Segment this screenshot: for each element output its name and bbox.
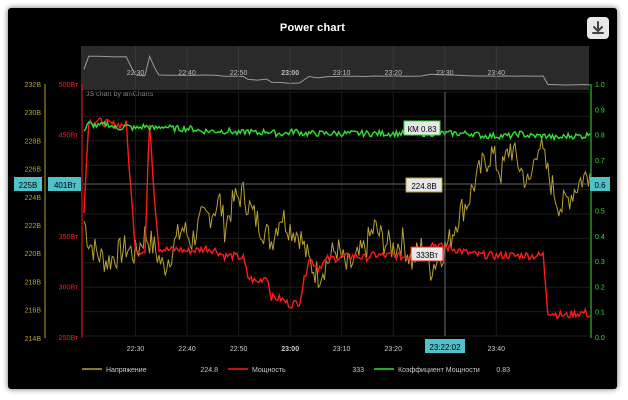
legend-label-power: Мощность bbox=[252, 367, 286, 374]
series-line-power bbox=[83, 117, 591, 320]
legend-label-voltage: Напряжение bbox=[106, 367, 147, 374]
download-button[interactable] bbox=[587, 17, 609, 39]
power-tick-label: 350Вт bbox=[59, 234, 79, 241]
x-tick-label: 23:10 bbox=[333, 346, 351, 353]
voltage-tick-label: 216В bbox=[25, 308, 42, 315]
cursor-label-power: 401Вт bbox=[54, 181, 76, 190]
preview-tick-label: 22:50 bbox=[230, 70, 248, 77]
power-tick-label: 500Вт bbox=[59, 82, 79, 89]
preview-tick-label: 22:30 bbox=[127, 70, 145, 77]
chart-container: Power chart 22:30 22:40 22:50 23:00 23:10 23:… bbox=[8, 8, 617, 389]
voltage-tick-label: 228В bbox=[25, 138, 42, 145]
voltage-tick-label: 230В bbox=[25, 110, 42, 117]
x-tick-label: 23:00 bbox=[281, 346, 299, 353]
cursor-label-voltage: 225В bbox=[19, 181, 38, 190]
legend-label-pf: Коэффициент Мощности bbox=[398, 367, 480, 374]
voltage-tick-label: 214В bbox=[25, 336, 42, 343]
chart-svg[interactable]: 22:30 22:40 22:50 23:00 23:10 23:20 23:30 23:40… bbox=[8, 8, 617, 389]
pf-tick-label: 0.0 bbox=[595, 335, 605, 342]
pf-tick-label: 0.3 bbox=[595, 259, 605, 266]
voltage-tick-label: 218В bbox=[25, 279, 42, 286]
legend-value-pf: 0.83 bbox=[496, 367, 510, 374]
pf-tick-label: 0.8 bbox=[595, 133, 605, 140]
series-line-pf bbox=[83, 120, 591, 142]
legend-value-power: 333 bbox=[352, 367, 364, 374]
chart-title: Power chart bbox=[279, 22, 346, 34]
tooltip-power-bg bbox=[410, 246, 444, 262]
scrollbar-preview[interactable]: 22:30 22:40 22:50 23:00 23:10 23:20 23:30 23:40 bbox=[81, 46, 591, 90]
x-tick-label: 23:20 bbox=[384, 346, 402, 353]
amcharts-credit[interactable]: JS chart by amCharts bbox=[86, 91, 154, 98]
cursor-label-pf-bg bbox=[590, 177, 610, 191]
voltage-tick-label: 224В bbox=[25, 195, 42, 202]
x-tick-label: 22:40 bbox=[178, 346, 196, 353]
preview-tick-label: 23:20 bbox=[384, 70, 402, 77]
power-axis: 500Вт450Вт400Вт350Вт300Вт250Вт bbox=[59, 82, 83, 342]
preview-tick-label: 23:30 bbox=[436, 70, 454, 77]
pf-tick-label: 0.5 bbox=[595, 209, 605, 216]
scrollbar-background[interactable] bbox=[81, 46, 589, 90]
download-icon bbox=[592, 21, 604, 34]
legend: Напряжение 224.8 Мощность 333 Коэффициен… bbox=[82, 367, 510, 374]
power-tick-label: 250Вт bbox=[59, 335, 79, 342]
voltage-tick-label: 226В bbox=[25, 167, 42, 174]
pf-tick-label: 0.2 bbox=[595, 284, 605, 291]
legend-value-voltage: 224.8 bbox=[200, 367, 218, 374]
pf-axis: 1.0 0.9 0.8 0.7 0.6 0.5 0.4 0.3 0.2 0.1 0.0 bbox=[590, 82, 605, 342]
voltage-axis: 232В 230В 228В 226В 224В 222В 220В 218В 216В 214В bbox=[25, 82, 46, 343]
preview-tick-label: 23:40 bbox=[488, 70, 506, 77]
x-tick-label: 23:40 bbox=[488, 346, 506, 353]
series-line-voltage bbox=[83, 138, 591, 289]
tooltip-voltage: 224.8В bbox=[411, 182, 436, 191]
x-tick-label: 22:50 bbox=[230, 346, 248, 353]
cursor-label-power-bg bbox=[48, 177, 81, 191]
power-tick-label: 450Вт bbox=[59, 133, 79, 140]
pf-tick-label: 1.0 bbox=[595, 82, 605, 89]
preview-tick-label: 23:10 bbox=[333, 70, 351, 77]
legend-item-power[interactable]: Мощность 333 bbox=[228, 367, 364, 374]
cursor-label-pf: 0.6 bbox=[594, 181, 606, 190]
preview-tick-label: 23:00 bbox=[281, 70, 299, 77]
tooltip-pf-bg bbox=[403, 120, 441, 136]
pf-tick-label: 0.1 bbox=[595, 310, 605, 317]
tooltip-power: 333Вт bbox=[416, 251, 438, 260]
grid bbox=[84, 91, 590, 337]
voltage-tick-label: 220В bbox=[25, 251, 42, 258]
voltage-tick-label: 222В bbox=[25, 223, 42, 230]
pf-tick-label: 0.9 bbox=[595, 107, 605, 114]
pf-tick-label: 0.7 bbox=[595, 158, 605, 165]
tooltip-voltage-bg bbox=[405, 177, 443, 193]
chart-cursor: 225В 401Вт 0.6 23:22:02 КМ 0.83 224.8В 3… bbox=[14, 92, 610, 353]
cursor-label-time-bg bbox=[425, 339, 465, 353]
preview-tick-label: 22:40 bbox=[178, 70, 196, 77]
legend-item-voltage[interactable]: Напряжение 224.8 bbox=[82, 367, 218, 374]
power-tick-label: 300Вт bbox=[59, 284, 79, 291]
cursor-label-time: 23:22:02 bbox=[429, 343, 461, 352]
x-tick-label: 22:30 bbox=[127, 346, 145, 353]
pf-tick-label: 0.4 bbox=[595, 234, 605, 241]
tooltip-pf: КМ 0.83 bbox=[407, 125, 437, 134]
legend-item-pf[interactable]: Коэффициент Мощности 0.83 bbox=[374, 367, 510, 374]
scrollbar-preview-line bbox=[83, 54, 591, 86]
voltage-tick-label: 232В bbox=[25, 82, 42, 89]
cursor-label-voltage-bg bbox=[14, 177, 42, 191]
